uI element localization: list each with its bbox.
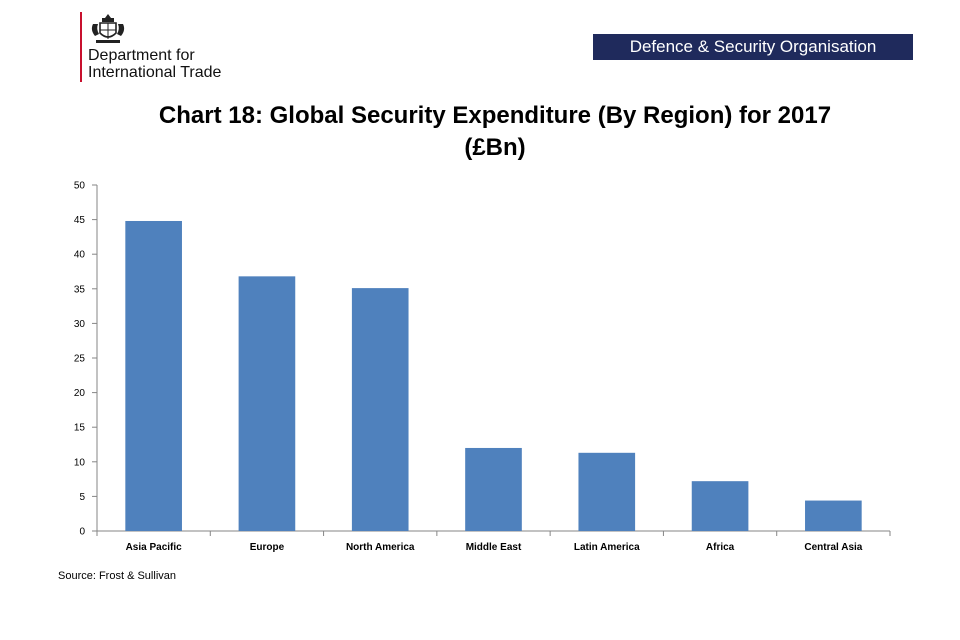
y-tick-label: 15 <box>74 423 86 434</box>
y-tick-label: 25 <box>74 354 86 365</box>
x-category-label: Latin America <box>574 542 640 553</box>
y-tick-label: 0 <box>79 527 85 538</box>
x-category-label: North America <box>346 542 415 553</box>
bar-asia-pacific <box>125 220 182 531</box>
bar-europe <box>238 276 296 531</box>
y-tick-label: 35 <box>74 284 86 295</box>
x-category-label: Europe <box>250 542 285 553</box>
bar-north-america <box>351 288 409 531</box>
chart-title-line1: Chart 18: Global Security Expenditure (B… <box>158 102 832 129</box>
source-note: Source: Frost & Sullivan <box>58 570 176 582</box>
chart-title: Chart 18: Global Security Expenditure (B… <box>80 100 910 164</box>
y-tick-label: 10 <box>74 457 86 468</box>
x-category-label: Africa <box>706 542 735 553</box>
dit-logo-text: Department for International Trade <box>88 47 221 81</box>
org-name-line2: International Trade <box>88 64 222 81</box>
y-tick-label: 40 <box>74 250 86 261</box>
royal-crest-icon <box>91 14 125 43</box>
org-name-line1: Department for <box>88 47 195 64</box>
x-category-label: Middle East <box>466 542 522 553</box>
dso-banner: Defence & Security Organisation <box>593 34 913 60</box>
x-category-label: Central Asia <box>804 542 862 553</box>
chart-bars <box>125 220 862 531</box>
y-tick-label: 45 <box>74 215 86 226</box>
bar-latin-america <box>578 452 636 531</box>
x-category-label: Asia Pacific <box>126 542 183 553</box>
y-tick-label: 5 <box>79 492 85 503</box>
bar-africa <box>691 481 749 531</box>
bar-middle-east <box>465 447 522 531</box>
y-tick-label: 20 <box>74 388 86 399</box>
bar-central-asia <box>805 500 862 531</box>
y-tick-label: 30 <box>74 319 86 330</box>
y-tick-label: 50 <box>74 181 86 192</box>
chart-labels: 0 5 10 15 20 25 30 35 40 45 50 Asia Pacific Europe No… <box>74 181 863 554</box>
dit-logo-rule <box>80 12 82 82</box>
chart-title-line2: (£Bn) <box>464 134 526 161</box>
